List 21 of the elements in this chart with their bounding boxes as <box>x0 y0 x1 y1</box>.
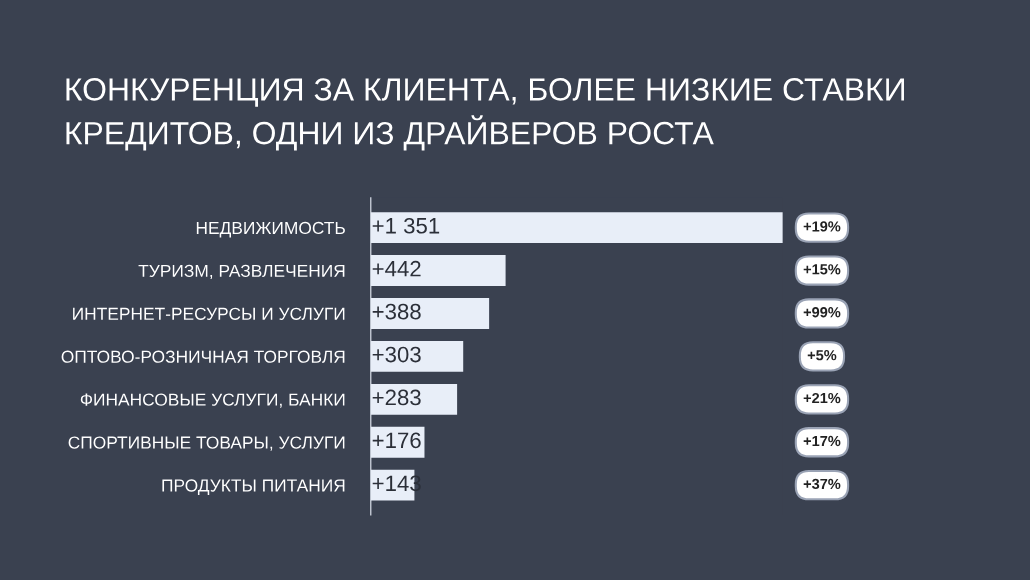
y-tick-label: ФИНАНСОВЫЕ УСЛУГИ, БАНКИ <box>80 393 345 408</box>
chart-title: КОНКУРЕНЦИЯ ЗА КЛИЕНТА, БОЛЕЕ НИЗКИЕ СТАВКИ КРЕДИТОВ, ОДНИ ИЗ ДРАЙВЕРОВ РОСТА <box>66 78 904 151</box>
y-tick-label: СПОРТИВНЫЕ ТОВАРЫ, УСЛУГИ <box>68 436 345 451</box>
data-label: +303 <box>372 346 421 363</box>
text: +99% <box>803 307 841 318</box>
text: +37% <box>803 478 841 490</box>
y-tick-label: ИНТЕРНЕТ-РЕСУРСЫ И УСЛУГИ <box>73 307 345 320</box>
data-label: +1 351 <box>372 217 440 234</box>
text: +5% <box>807 350 837 361</box>
data-label: +176 <box>372 432 421 449</box>
text: +19% <box>803 221 841 232</box>
y-tick-label: ПРОДУКТЫ ПИТАНИЯ <box>162 479 345 495</box>
data-label: +388 <box>372 303 421 320</box>
y-tick-label: НЕДВИЖИМОСТЬ <box>196 221 345 238</box>
text: +17% <box>803 435 841 447</box>
text: +21% <box>803 392 841 404</box>
data-label: +283 <box>372 389 421 406</box>
text: +15% <box>803 264 841 275</box>
y-tick-label: ТУРИЗМ, РАЗВЛЕЧЕНИЯ <box>138 264 345 280</box>
y-tick-label: ОПТОВО-РОЗНИЧНАЯ ТОРГОВЛЯ <box>61 350 345 363</box>
data-label: +442 <box>372 260 421 277</box>
